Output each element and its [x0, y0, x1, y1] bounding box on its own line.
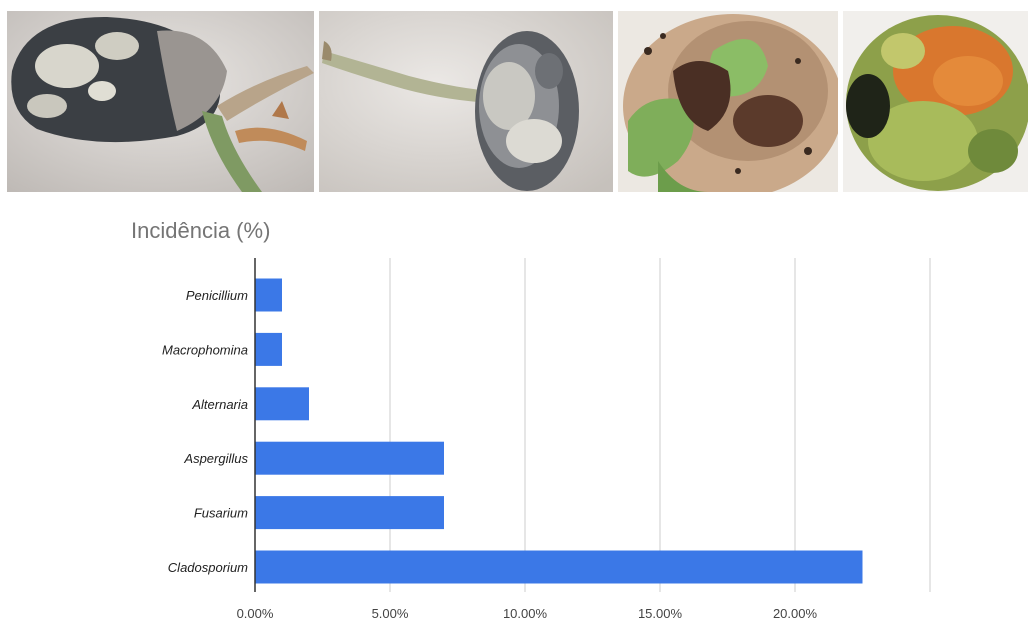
- category-label-cladosporium: Cladosporium: [168, 560, 248, 575]
- bar-alternaria: [255, 387, 309, 421]
- category-label-fusarium: Fusarium: [194, 506, 248, 521]
- x-tick-labels: 0.00% 5.00% 10.00% 15.00% 20.00%: [237, 606, 818, 621]
- bar-aspergillus: [255, 441, 444, 475]
- category-label-aspergillus: Aspergillus: [183, 451, 248, 466]
- category-labels: Penicillium Macrophomina Alternaria Aspergi…: [162, 288, 248, 575]
- bar-penicillium: [255, 278, 282, 312]
- bar-macrophomina: [255, 332, 282, 366]
- x-tick-label: 5.00%: [372, 606, 409, 621]
- category-label-penicillium: Penicillium: [186, 288, 248, 303]
- photo-strip: [0, 0, 1030, 193]
- seed-photo-dark-spores: [618, 11, 838, 192]
- grid-lines: [389, 258, 931, 592]
- seed-photo-white-mold: [7, 11, 314, 192]
- incidence-bar-chart: Penicillium Macrophomina Alternaria Aspergi…: [162, 258, 931, 621]
- category-label-alternaria: Alternaria: [191, 397, 248, 412]
- chart-title: Incidência (%): [131, 218, 271, 243]
- bars: [254, 258, 863, 592]
- seed-photo-gray-mold: [319, 11, 613, 192]
- x-tick-label: 20.00%: [773, 606, 818, 621]
- seed-photo-green-orange-mold: [843, 11, 1028, 192]
- x-tick-label: 0.00%: [237, 606, 274, 621]
- x-tick-label: 10.00%: [503, 606, 548, 621]
- bar-cladosporium: [255, 550, 863, 584]
- bar-fusarium: [255, 496, 444, 530]
- category-label-macrophomina: Macrophomina: [162, 342, 248, 357]
- x-tick-label: 15.00%: [638, 606, 683, 621]
